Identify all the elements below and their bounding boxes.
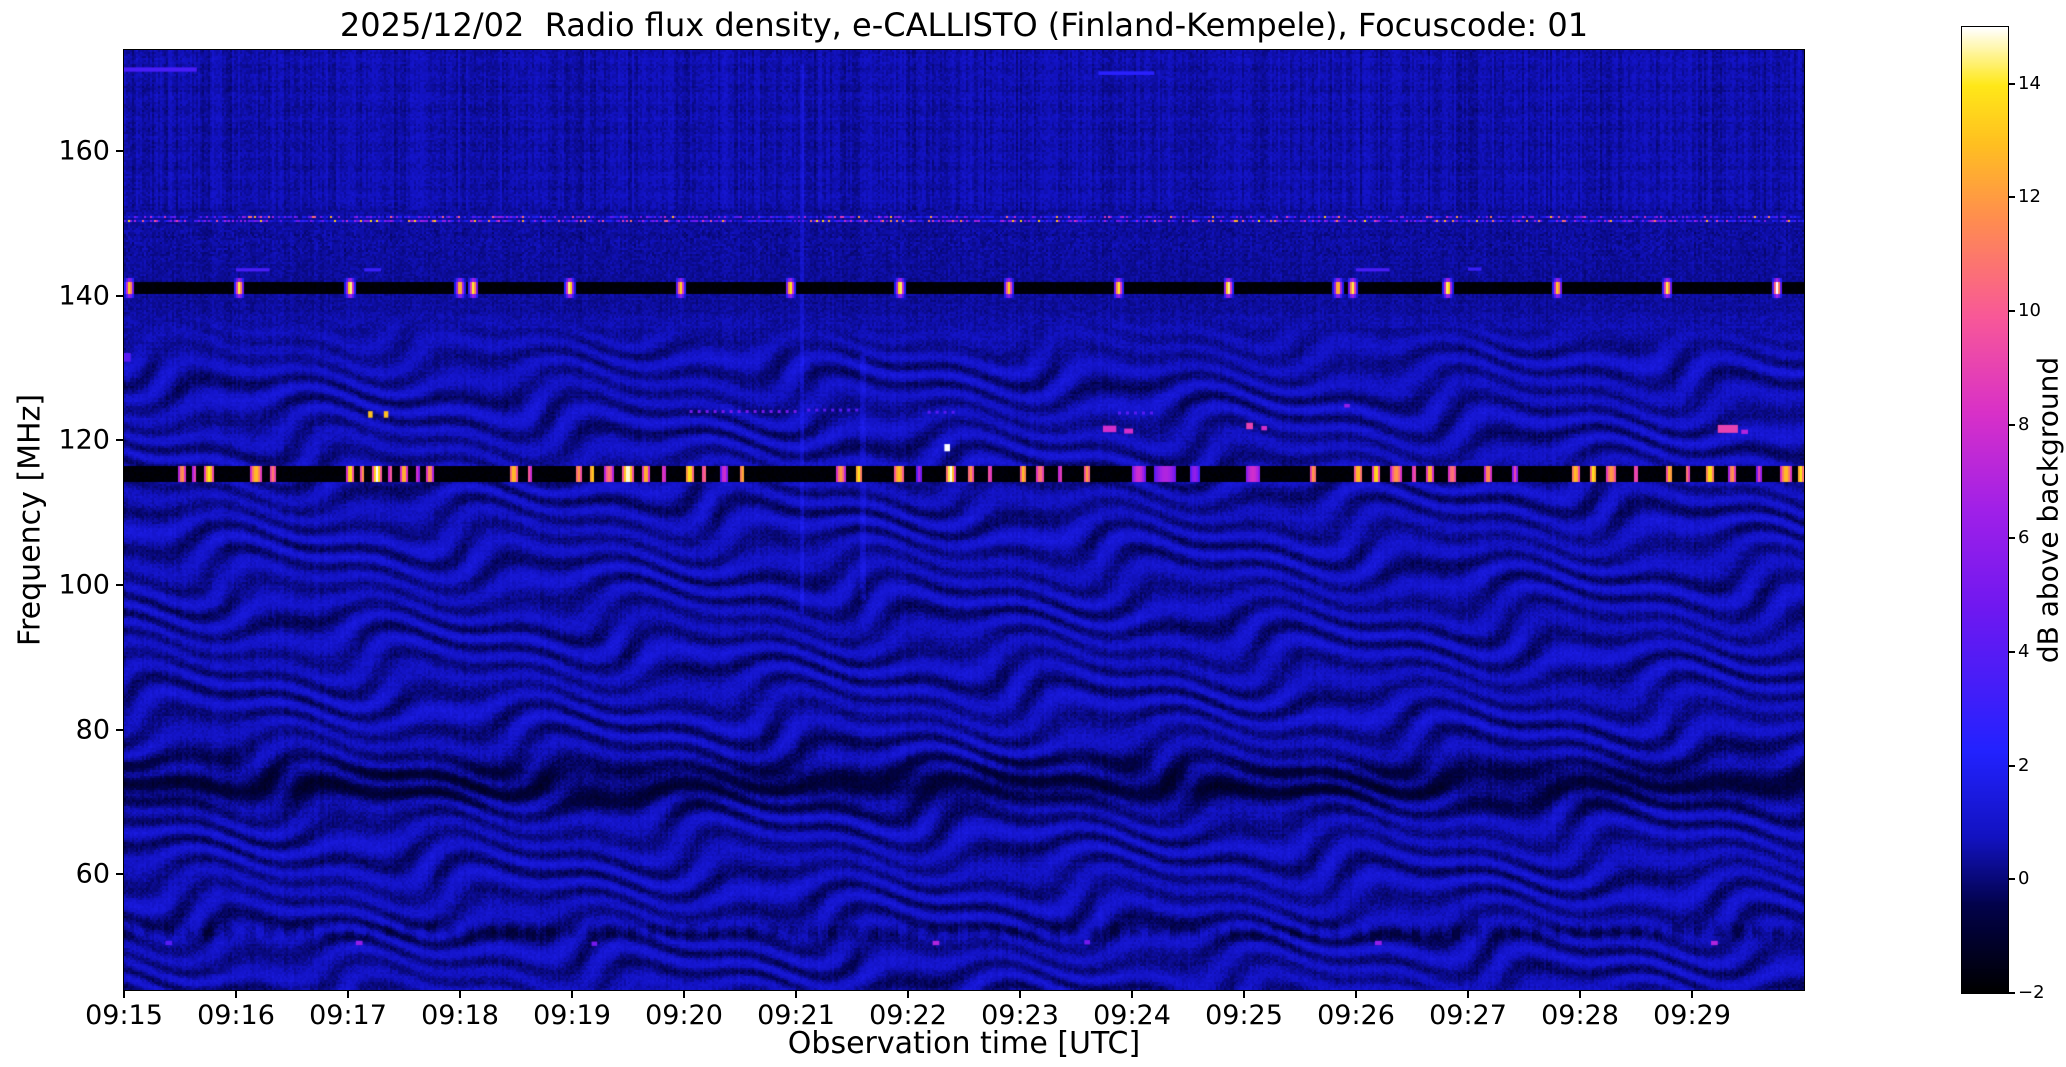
x-tick-label: 09:16 [197,1000,275,1031]
x-tick-label: 09:27 [1429,1000,1507,1031]
colorbar-tick-label: 0 [2018,868,2030,890]
x-tick-label: 09:17 [309,1000,387,1031]
x-tick-label: 09:29 [1653,1000,1731,1031]
x-axis-label: Observation time [UTC] [787,1026,1141,1061]
chart-title: 2025/12/02 Radio flux density, e-CALLIST… [339,6,1589,44]
x-tick-mark [459,990,461,998]
x-tick-mark [1691,990,1693,998]
colorbar-tick-mark [2008,992,2015,994]
colorbar-tick-label: 8 [2018,413,2030,435]
colorbar-tick-label: 14 [2018,72,2041,94]
x-tick-label: 09:19 [533,1000,611,1031]
colorbar-tick-label: 2 [2018,754,2030,776]
x-tick-mark [1243,990,1245,998]
colorbar-tick-label: 10 [2018,300,2041,322]
y-tick-mark [116,728,124,731]
x-tick-mark [683,990,685,998]
x-tick-mark [123,990,125,998]
colorbar-tick-mark [2008,764,2015,767]
x-tick-label: 09:21 [757,1000,835,1031]
y-tick-label: 80 [75,714,110,746]
x-tick-label: 09:18 [421,1000,499,1031]
x-tick-label: 09:24 [1093,1000,1171,1031]
y-tick-mark [116,439,124,442]
colorbar-label: dB above background [2031,356,2065,664]
x-tick-label: 09:15 [85,1000,163,1031]
x-tick-mark [907,990,909,998]
x-tick-mark [795,990,797,998]
x-tick-mark [1355,990,1357,998]
y-tick-label: 160 [58,135,110,167]
x-tick-mark [1467,990,1469,998]
y-tick-label: 140 [58,280,110,312]
y-tick-mark [116,150,124,153]
colorbar-tick-label: 6 [2018,527,2030,549]
y-tick-label: 120 [58,424,110,456]
x-tick-label: 09:25 [1205,1000,1283,1031]
x-tick-label: 09:20 [645,1000,723,1031]
y-tick-label: 60 [75,858,110,890]
colorbar [1961,26,2009,994]
colorbar-tick-label: 4 [2018,641,2030,663]
x-tick-label: 09:26 [1317,1000,1395,1031]
colorbar-tick-mark [2008,82,2015,85]
spectrogram-canvas [123,49,1805,991]
colorbar-tick-mark [2008,310,2015,313]
x-tick-mark [347,990,349,998]
x-tick-mark [1019,990,1021,998]
y-axis-label: Frequency [MHz] [12,393,48,647]
y-tick-mark [116,294,124,297]
x-tick-label: 09:28 [1541,1000,1619,1031]
y-tick-mark [116,873,124,876]
x-tick-mark [571,990,573,998]
x-tick-label: 09:22 [869,1000,947,1031]
x-tick-label: 09:23 [981,1000,1059,1031]
colorbar-tick-mark [2008,196,2015,199]
x-tick-mark [235,990,237,998]
colorbar-tick-mark [2008,537,2015,540]
colorbar-tick-label: 12 [2018,186,2041,208]
y-tick-mark [116,584,124,587]
colorbar-tick-mark [2008,651,2015,654]
colorbar-tick-mark [2008,878,2015,881]
colorbar-tick-mark [2008,423,2015,426]
y-tick-label: 100 [58,569,110,601]
x-tick-mark [1131,990,1133,998]
x-tick-mark [1579,990,1581,998]
colorbar-tick-label: −2 [2018,982,2045,1003]
